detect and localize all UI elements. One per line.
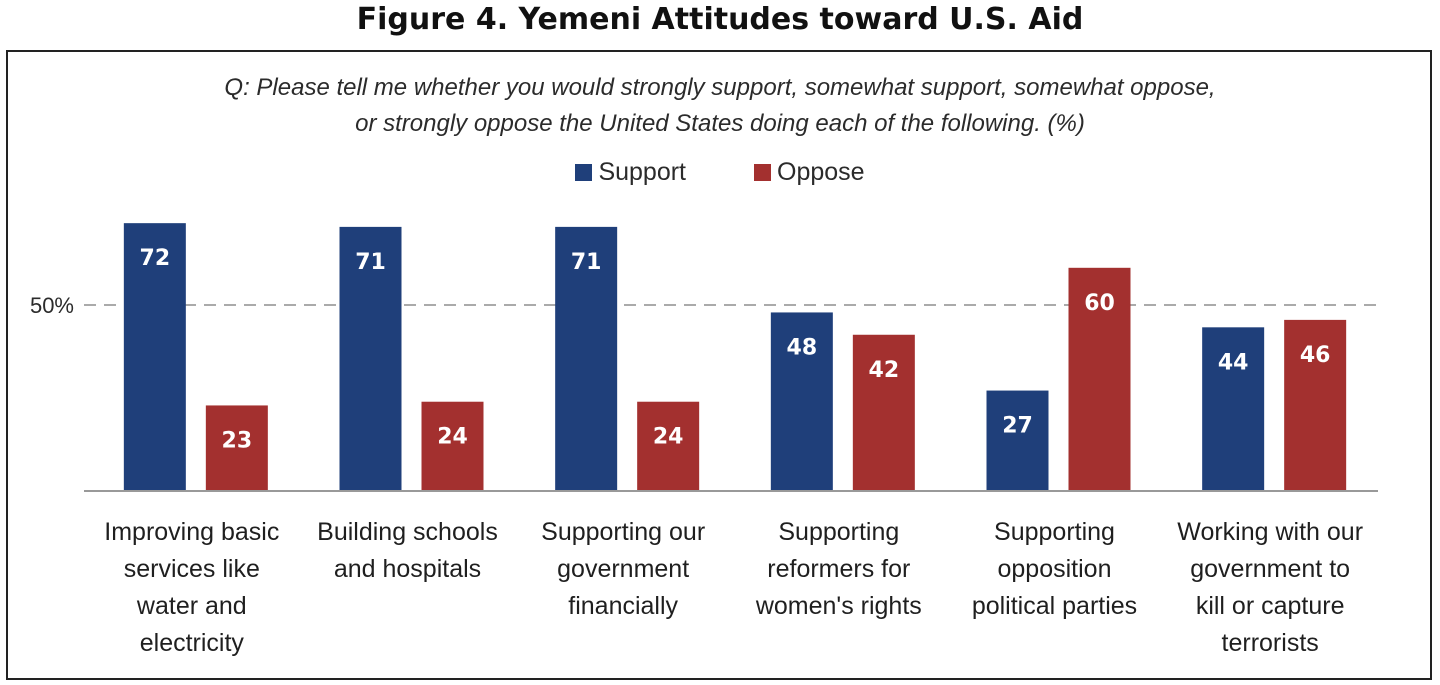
category-label-line: and hospitals xyxy=(333,555,482,583)
data-label-support-5: 27 xyxy=(1002,414,1033,439)
category-label-line: Supporting our xyxy=(541,518,706,546)
category-label-4: Supporting reformers for women's rights xyxy=(734,514,944,625)
question-line-1: Q: Please tell me whether you would stro… xyxy=(224,74,1216,101)
bar-support-1 xyxy=(123,223,186,491)
category-label-line: water and xyxy=(136,592,247,620)
category-label-line: government to xyxy=(1190,555,1351,583)
data-label-support-3: 71 xyxy=(571,250,602,275)
category-label-line: reformers for xyxy=(767,555,911,583)
bar-support-6 xyxy=(1202,327,1265,491)
data-label-oppose-1: 23 xyxy=(222,428,253,453)
bar-support-2 xyxy=(339,226,402,491)
data-label-oppose-6: 46 xyxy=(1300,343,1331,368)
bar-oppose-4 xyxy=(852,334,915,491)
category-label-3: Supporting our government financially xyxy=(518,514,728,625)
legend: Support Oppose xyxy=(0,154,1440,190)
data-label-support-6: 44 xyxy=(1218,350,1249,375)
legend-label-oppose: Oppose xyxy=(777,157,865,186)
bar-oppose-5 xyxy=(1068,267,1131,491)
data-label-oppose-3: 24 xyxy=(653,425,684,450)
data-label-oppose-4: 42 xyxy=(869,358,900,383)
bar-oppose-6 xyxy=(1284,319,1347,491)
legend-item-support: Support xyxy=(575,154,686,190)
data-label-oppose-2: 24 xyxy=(437,425,468,450)
figure-title: Figure 4. Yemeni Attitudes toward U.S. A… xyxy=(356,2,1084,37)
category-label-line: Supporting xyxy=(778,518,900,546)
question-line-2: or strongly oppose the United States doi… xyxy=(355,110,1085,137)
bar-support-4 xyxy=(770,312,833,491)
data-label-support-1: 72 xyxy=(140,246,171,271)
legend-label-support: Support xyxy=(598,157,686,186)
chart-frame xyxy=(6,50,1432,680)
bar-oppose-3 xyxy=(637,401,700,491)
category-label-6: Working with our government to kill or cap… xyxy=(1165,514,1375,662)
bar-oppose-2 xyxy=(421,401,484,491)
category-label-line: Building schools xyxy=(317,518,498,546)
category-label-line: opposition xyxy=(997,555,1112,583)
bar-oppose-1 xyxy=(205,405,268,491)
category-label-5: Supporting opposition political parties xyxy=(950,514,1160,625)
data-label-oppose-5: 60 xyxy=(1084,291,1115,316)
category-label-line: Working with our xyxy=(1177,518,1364,546)
question-text: Q: Please tell me whether you would stro… xyxy=(0,70,1440,142)
category-label-2: Building schools and hospitals xyxy=(303,514,513,588)
bar-support-5 xyxy=(986,390,1049,491)
legend-swatch-support xyxy=(575,163,593,181)
category-label-line: kill or capture xyxy=(1195,592,1345,620)
legend-item-oppose: Oppose xyxy=(754,154,865,190)
category-label-line: financially xyxy=(568,592,679,620)
category-label-line: Improving basic xyxy=(104,518,280,546)
data-label-support-4: 48 xyxy=(787,335,818,360)
reference-line-label: 50% xyxy=(30,293,74,318)
category-label-1: Improving basic services like water and ele… xyxy=(87,514,297,662)
legend-swatch-oppose xyxy=(754,163,771,181)
data-label-support-2: 71 xyxy=(355,250,386,275)
bar-support-3 xyxy=(555,226,618,491)
category-label-line: services like xyxy=(123,555,260,583)
category-label-line: political parties xyxy=(971,592,1138,620)
category-label-line: terrorists xyxy=(1221,629,1319,657)
category-label-line: government xyxy=(557,555,690,583)
category-label-line: Supporting xyxy=(994,518,1115,546)
category-label-line: women's rights xyxy=(755,592,922,620)
category-label-line: electricity xyxy=(139,629,244,657)
